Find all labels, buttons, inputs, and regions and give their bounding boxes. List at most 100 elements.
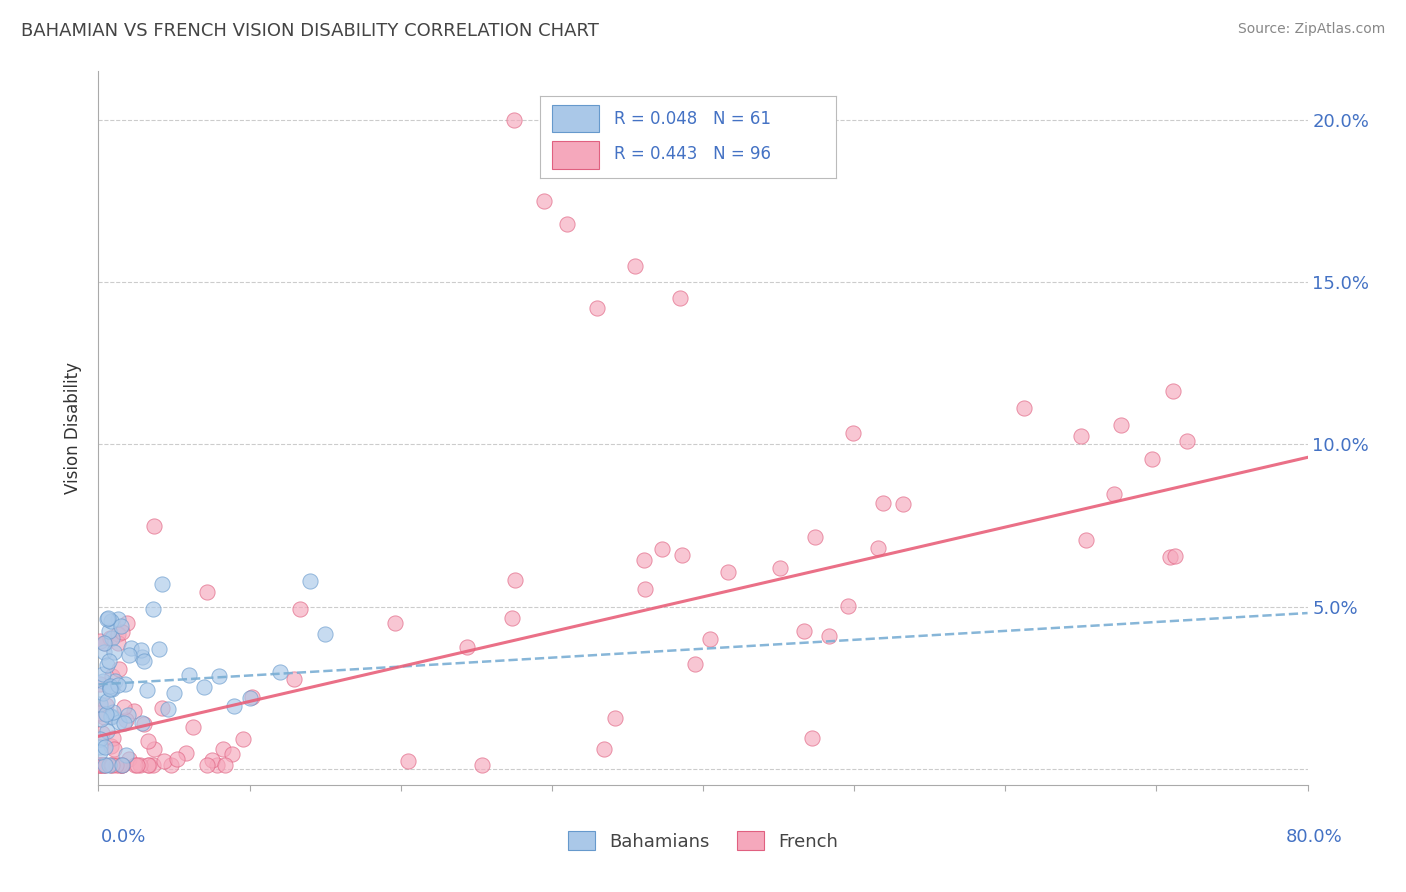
Point: [633, 552, 655, 566]
Point: [101, 632, 124, 646]
Point: [108, 714, 131, 729]
Point: [110, 619, 132, 633]
Point: [174, 746, 197, 760]
Point: [240, 690, 263, 704]
Point: [93, 636, 115, 650]
Point: [107, 636, 129, 650]
Point: [1159, 549, 1181, 564]
Point: [842, 425, 865, 440]
Text: Source: ZipAtlas.com: Source: ZipAtlas.com: [1237, 22, 1385, 37]
Point: [1076, 533, 1098, 547]
Point: [98, 679, 121, 693]
Point: [201, 753, 224, 767]
Point: [91, 666, 114, 681]
Point: [131, 649, 153, 664]
Point: [103, 645, 125, 659]
Point: [131, 643, 153, 657]
Point: [138, 758, 160, 772]
Point: [100, 615, 122, 629]
Point: [118, 752, 141, 766]
Point: [179, 667, 201, 681]
Text: 80.0%: 80.0%: [1286, 828, 1343, 846]
Point: [112, 700, 135, 714]
Point: [100, 710, 122, 724]
Point: [138, 758, 160, 772]
Point: [97, 611, 120, 625]
Point: [89, 706, 111, 721]
Point: [142, 602, 165, 616]
Point: [91, 686, 114, 700]
Point: [156, 701, 179, 715]
Point: [100, 708, 122, 723]
Point: [103, 742, 125, 756]
Point: [98, 624, 121, 638]
Point: [221, 747, 243, 762]
Point: [150, 577, 173, 591]
Point: [314, 627, 336, 641]
Point: [793, 624, 815, 638]
Point: [193, 680, 215, 694]
Point: [101, 681, 124, 696]
Point: [111, 624, 134, 639]
Point: [651, 541, 673, 556]
Point: [163, 686, 186, 700]
Point: [586, 301, 609, 315]
Point: [224, 698, 246, 713]
Point: [818, 629, 841, 643]
Point: [122, 704, 145, 718]
Point: [93, 636, 115, 650]
Point: [181, 720, 204, 734]
Point: [89, 758, 111, 772]
Point: [872, 496, 894, 510]
Point: [89, 677, 111, 691]
Point: [603, 710, 626, 724]
Point: [283, 672, 305, 686]
Point: [107, 678, 129, 692]
Point: [91, 674, 114, 689]
Point: [866, 541, 889, 556]
Point: [98, 654, 121, 668]
Point: [96, 612, 118, 626]
Point: [89, 758, 111, 772]
Point: [503, 113, 526, 128]
Point: [239, 690, 262, 705]
Point: [104, 674, 127, 689]
Point: [94, 758, 117, 772]
Point: [207, 758, 229, 772]
Point: [768, 560, 790, 574]
Point: [89, 758, 111, 772]
Point: [107, 612, 129, 626]
Point: [456, 640, 478, 655]
Point: [1109, 418, 1132, 433]
Point: [134, 717, 156, 731]
Point: [117, 616, 139, 631]
Point: [136, 683, 159, 698]
Point: [89, 739, 111, 754]
Point: [107, 627, 129, 641]
Point: [148, 642, 170, 657]
Point: [555, 217, 578, 231]
Point: [801, 731, 824, 745]
Point: [97, 758, 120, 772]
Point: [195, 758, 218, 772]
Text: BAHAMIAN VS FRENCH VISION DISABILITY CORRELATION CHART: BAHAMIAN VS FRENCH VISION DISABILITY COR…: [21, 22, 599, 40]
Point: [89, 698, 111, 712]
Point: [891, 497, 914, 511]
Point: [111, 758, 134, 772]
Point: [101, 757, 124, 772]
Point: [685, 657, 707, 672]
Point: [671, 548, 693, 562]
Point: [142, 742, 165, 756]
Point: [98, 682, 121, 697]
Point: [93, 645, 115, 659]
Point: [89, 745, 111, 759]
Point: [396, 755, 419, 769]
Point: [124, 758, 146, 772]
Point: [501, 611, 523, 625]
Point: [129, 758, 152, 772]
Point: [159, 758, 181, 772]
Text: 0.0%: 0.0%: [101, 828, 146, 846]
Point: [1012, 401, 1035, 416]
Point: [98, 681, 121, 696]
Point: [1102, 486, 1125, 500]
